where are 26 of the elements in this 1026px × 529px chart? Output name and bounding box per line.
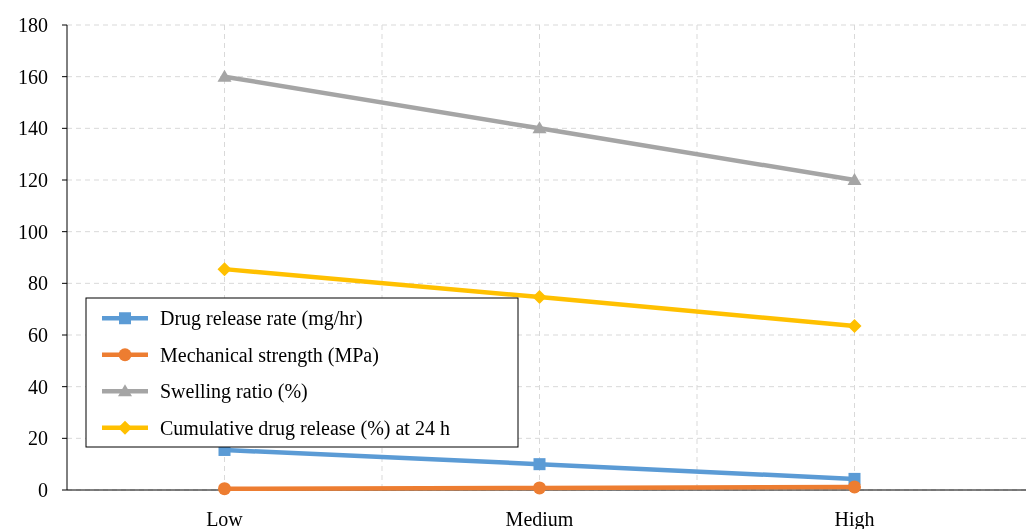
y-tick-label: 0 xyxy=(38,479,48,501)
y-tick-label: 100 xyxy=(18,220,48,243)
point xyxy=(847,173,862,185)
y-tick-label: 60 xyxy=(28,324,48,346)
point xyxy=(217,69,232,82)
legend-label: Drug release rate (mg/hr) xyxy=(160,307,363,331)
point xyxy=(848,480,861,494)
legend-label: Cumulative drug release (%) at 24 h xyxy=(160,416,450,440)
legend-label: Mechanical strength (MPa) xyxy=(160,343,379,367)
y-tick-label: 80 xyxy=(28,272,48,295)
y-tick-label: 40 xyxy=(28,375,48,398)
point xyxy=(533,481,546,495)
point xyxy=(533,458,546,471)
y-tick-label: 120 xyxy=(18,169,48,191)
point xyxy=(847,318,862,333)
point xyxy=(218,482,231,496)
y-tick-label: 20 xyxy=(28,427,48,450)
x-tick-label: Low xyxy=(206,508,244,529)
point xyxy=(532,290,547,305)
x-tick-label: Medium xyxy=(505,508,574,529)
y-tick-label: 140 xyxy=(18,117,48,140)
y-tick-label: 180 xyxy=(18,14,48,36)
y-tick-label: 160 xyxy=(18,65,48,88)
point xyxy=(217,262,232,277)
legend-label: Swelling ratio (%) xyxy=(160,380,308,404)
point xyxy=(532,121,547,134)
